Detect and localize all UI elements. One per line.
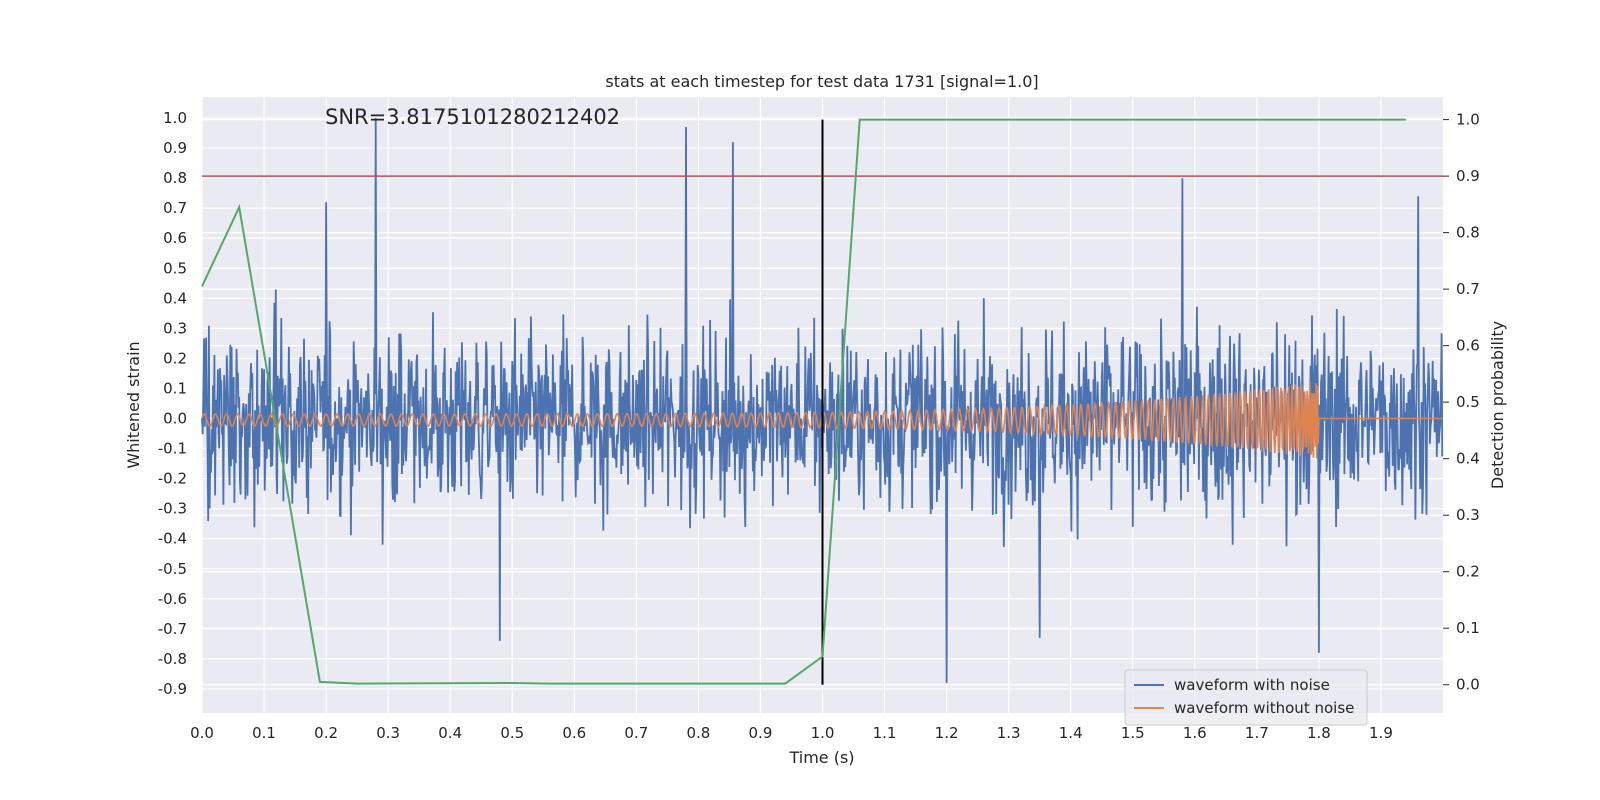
x-tick-label: 1.7 [1245, 724, 1269, 742]
y2-tick-label: 0.4 [1456, 450, 1480, 468]
x-tick-label: 1.9 [1369, 724, 1393, 742]
legend-label-noise: waveform with noise [1174, 676, 1330, 694]
x-tick-label: 1.4 [1059, 724, 1083, 742]
x-tick-label: 0.5 [500, 724, 524, 742]
y2-tick-label: 0.1 [1456, 619, 1480, 637]
y-tick-label: -0.4 [158, 530, 187, 548]
x-tick-label: 0.8 [686, 724, 710, 742]
y2-tick-label: 0.7 [1456, 280, 1480, 298]
x-tick-label: 1.2 [935, 724, 959, 742]
x-tick-label: 1.8 [1307, 724, 1331, 742]
y-tick-label: 0.8 [163, 169, 187, 187]
x-tick-label: 0.6 [562, 724, 586, 742]
x-tick-label: 0.4 [438, 724, 462, 742]
legend: waveform with noise waveform without noi… [1124, 669, 1368, 726]
y2-tick-label: 0.0 [1456, 676, 1480, 694]
y-tick-label: -0.2 [158, 470, 187, 488]
y-tick-label: 0.4 [163, 289, 187, 307]
y2-tick-label: 0.3 [1456, 506, 1480, 524]
y2-tick-labels: 1.0 0.9 0.8 0.7 0.6 0.5 0.4 0.3 0.2 0.1 0.0 [1443, 111, 1480, 694]
y-tick-label: -0.8 [158, 650, 187, 668]
y-tick-label: -0.5 [158, 560, 187, 578]
y-tick-label: -0.9 [158, 680, 187, 698]
y2-tick-label: 0.9 [1456, 167, 1480, 185]
snr-annotation: SNR=3.8175101280212402 [325, 105, 620, 129]
x-tick-label: 0.0 [190, 724, 214, 742]
x-tick-label: 1.5 [1121, 724, 1145, 742]
y-axis-label: Whitened strain [124, 341, 143, 468]
x-tick-label: 1.0 [811, 724, 835, 742]
x-tick-labels: 0.0 0.1 0.2 0.3 0.4 0.5 0.6 0.7 0.8 0.9 1.0 1.1 1.2 1… [190, 724, 1393, 742]
x-tick-label: 0.9 [749, 724, 773, 742]
y-tick-label: 1.0 [163, 109, 187, 127]
y-tick-label: -0.7 [158, 620, 187, 638]
x-axis-label: Time (s) [788, 748, 854, 767]
x-tick-label: 0.2 [314, 724, 338, 742]
legend-label-clean: waveform without noise [1174, 699, 1354, 717]
y-tick-label: 0.7 [163, 199, 187, 217]
y2-tick-label: 1.0 [1456, 111, 1480, 129]
x-tick-label: 1.3 [997, 724, 1021, 742]
y-tick-label: -0.3 [158, 500, 187, 518]
y-tick-label: 0.3 [163, 319, 187, 337]
x-tick-label: 1.1 [873, 724, 897, 742]
x-tick-label: 0.7 [624, 724, 648, 742]
y2-tick-label: 0.6 [1456, 337, 1480, 355]
x-tick-label: 0.1 [252, 724, 276, 742]
y-tick-label: -0.6 [158, 590, 187, 608]
y2-tick-label: 0.8 [1456, 224, 1480, 242]
y2-axis-label: Detection probability [1488, 321, 1507, 489]
x-tick-label: 0.3 [376, 724, 400, 742]
y-tick-label: 0.0 [163, 410, 187, 428]
y-tick-label: -0.1 [158, 440, 187, 458]
y-tick-label: 0.6 [163, 229, 187, 247]
plot-series [201, 117, 1444, 685]
legend-box [1124, 669, 1368, 726]
y-tick-label: 0.2 [163, 349, 187, 367]
y-tick-label: 0.5 [163, 259, 187, 277]
y-tick-labels: 1.0 0.9 0.8 0.7 0.6 0.5 0.4 0.3 0.2 0.1 0.0 -0.1 -0.… [158, 109, 187, 698]
chart-title: stats at each timestep for test data 173… [605, 72, 1038, 91]
y-tick-label: 0.9 [163, 139, 187, 157]
x-tick-label: 1.6 [1183, 724, 1207, 742]
y2-tick-label: 0.5 [1456, 393, 1480, 411]
series-detection-probability-line [201, 118, 1406, 685]
y2-tick-label: 0.2 [1456, 563, 1480, 581]
y-tick-label: 0.1 [163, 379, 187, 397]
